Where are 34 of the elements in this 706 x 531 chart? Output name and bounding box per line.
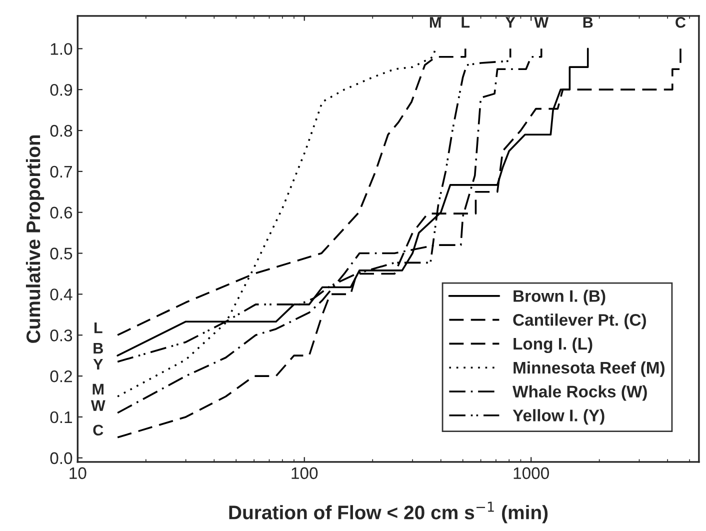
x-axis-title: Duration of Flow < 20 cm s$^{−1}$ (min) <box>229 502 548 524</box>
annotation: B <box>94 343 103 354</box>
y-tick-label: 1.0 <box>50 43 72 55</box>
y-tick-label: 0.8 <box>50 124 72 137</box>
annotation: C <box>93 424 104 436</box>
x-tick-label: 1000 <box>514 467 549 480</box>
y-tick-label: 0.9 <box>50 84 72 96</box>
y-tick-label: 0.2 <box>50 370 72 382</box>
y-tick-label: 0.6 <box>50 206 72 219</box>
legend-label: Minnesota Reef (M) <box>514 361 664 377</box>
annotation: W <box>534 17 549 28</box>
legend-label: Yellow I. (Y) <box>512 409 604 425</box>
y-tick-label: 0.0 <box>50 452 72 464</box>
legend-label: Long I. (L) <box>514 337 592 354</box>
x-tick-label: 10 <box>70 467 86 480</box>
legend-label: Brown I. (B) <box>514 290 606 306</box>
annotation: B <box>583 17 593 28</box>
annotation: Y <box>506 17 516 28</box>
legend-label: Cantilever Pt. (C) <box>513 314 646 330</box>
annotation: L <box>94 322 102 334</box>
annotation: M <box>92 384 104 394</box>
y-tick-label: 0.7 <box>50 166 72 178</box>
y-tick-label: 0.1 <box>50 411 72 424</box>
y-tick-label: 0.5 <box>50 248 72 260</box>
annotation: M <box>430 17 441 28</box>
annotation: L <box>462 17 470 28</box>
annotation: Y <box>93 359 103 370</box>
y-tick-label: 0.4 <box>50 288 72 300</box>
y-axis-title: Cumulative Proportion <box>26 135 44 343</box>
legend-label: Whale Rocks (W) <box>512 385 647 401</box>
annotation: C <box>676 16 686 28</box>
y-tick-label: 0.3 <box>50 330 72 342</box>
annotation: W <box>90 400 106 411</box>
x-tick-label: 100 <box>292 467 318 480</box>
